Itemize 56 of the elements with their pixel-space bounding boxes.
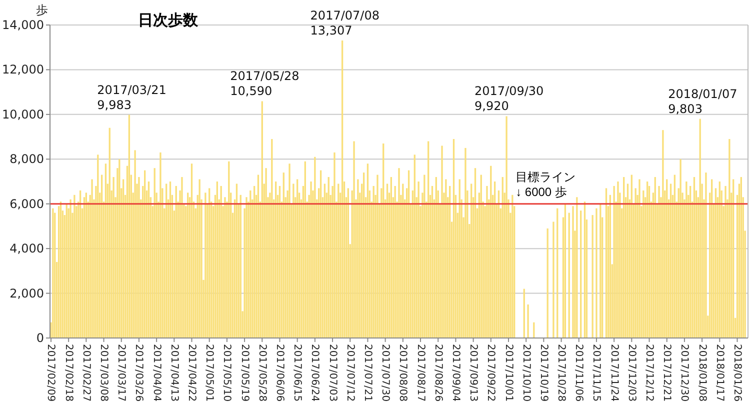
x-tick-label: 2017/07/21 — [362, 344, 373, 402]
y-tick-label: 14,000 — [2, 18, 44, 32]
x-tick-label: 2017/04/04 — [150, 344, 162, 402]
chart-title: 日次歩数 — [138, 12, 199, 29]
x-tick-label: 2017/12/30 — [678, 344, 690, 402]
x-tick-label: 2017/08/08 — [397, 344, 408, 402]
y-axis-title: 歩 — [36, 3, 48, 17]
x-tick-label: 2017/12/12 — [644, 344, 655, 402]
x-tick-label: 2017/03/08 — [98, 344, 110, 402]
annotation: 2017/05/28 10,590 — [230, 69, 300, 98]
x-tick-label: 2017/08/17 — [414, 344, 426, 402]
x-tick-label: 2017/10/19 — [538, 344, 549, 402]
x-tick-label: 2017/06/15 — [292, 344, 303, 402]
annotation: 2017/03/21 9,983 — [97, 82, 166, 112]
x-tick-label: 2017/12/21 — [661, 344, 672, 402]
x-tick-label: 2017/10/28 — [556, 344, 567, 402]
annotation: 2017/09/30 9,920 — [474, 84, 544, 114]
x-tick-label: 2017/05/19 — [238, 344, 250, 402]
x-tick-label: 2017/02/27 — [80, 344, 92, 402]
x-tick-label: 2017/11/15 — [590, 344, 602, 402]
x-tick-label: 2017/08/26 — [432, 344, 444, 402]
x-tick-label: 2018/01/26 — [732, 344, 743, 402]
x-tick-label: 2017/02/18 — [62, 344, 74, 402]
x-tick-label: 2017/05/28 — [256, 344, 268, 402]
x-tick-label: 2017/05/01 — [204, 344, 215, 402]
x-tick-label: 2017/04/13 — [168, 344, 180, 402]
x-tick-label: 2017/10/01 — [502, 344, 514, 402]
y-tick-label: 4,000 — [10, 242, 44, 256]
x-tick-label: 2017/12/03 — [626, 344, 637, 402]
x-tick-label: 2017/09/04 — [450, 344, 461, 402]
x-tick-label: 2017/07/03 — [326, 344, 338, 402]
x-tick-label: 2017/06/24 — [309, 344, 320, 402]
annotation: 2018/01/07 9,803 — [668, 86, 738, 116]
ref-line-label: 目標ライン ↓ 6000 歩 — [516, 170, 576, 199]
y-tick-label: 10,000 — [2, 107, 44, 122]
y-tick-label: 2,000 — [10, 286, 44, 300]
x-tick-label: 2017/07/30 — [380, 344, 391, 402]
y-tick-label: 8,000 — [10, 152, 44, 166]
y-tick-label: 6,000 — [10, 196, 44, 211]
x-tick-label: 2017/04/22 — [186, 344, 198, 402]
x-tick-label: 2017/09/13 — [468, 344, 479, 402]
y-tick-label: 0 — [36, 331, 44, 345]
x-tick-label: 2017/11/24 — [608, 344, 620, 402]
x-tick-label: 2018/01/17 — [714, 344, 725, 402]
x-tick-label: 2017/10/10 — [520, 344, 532, 402]
x-tick-label: 2017/07/12 — [344, 344, 356, 402]
x-tick-label: 2017/11/06 — [573, 344, 584, 402]
x-tick-label: 2017/05/10 — [221, 344, 232, 402]
x-tick-label: 2017/03/17 — [116, 344, 127, 402]
annotation: 2017/07/08 13,307 — [310, 8, 380, 38]
x-tick-label: 2017/03/26 — [133, 344, 144, 402]
x-tick-label: 2018/01/08 — [696, 344, 708, 402]
x-tick-label: 2017/02/09 — [45, 344, 56, 402]
y-tick-label: 12,000 — [2, 62, 44, 77]
x-tick-label: 2017/06/06 — [274, 344, 285, 402]
x-tick-label: 2017/09/22 — [485, 344, 496, 402]
